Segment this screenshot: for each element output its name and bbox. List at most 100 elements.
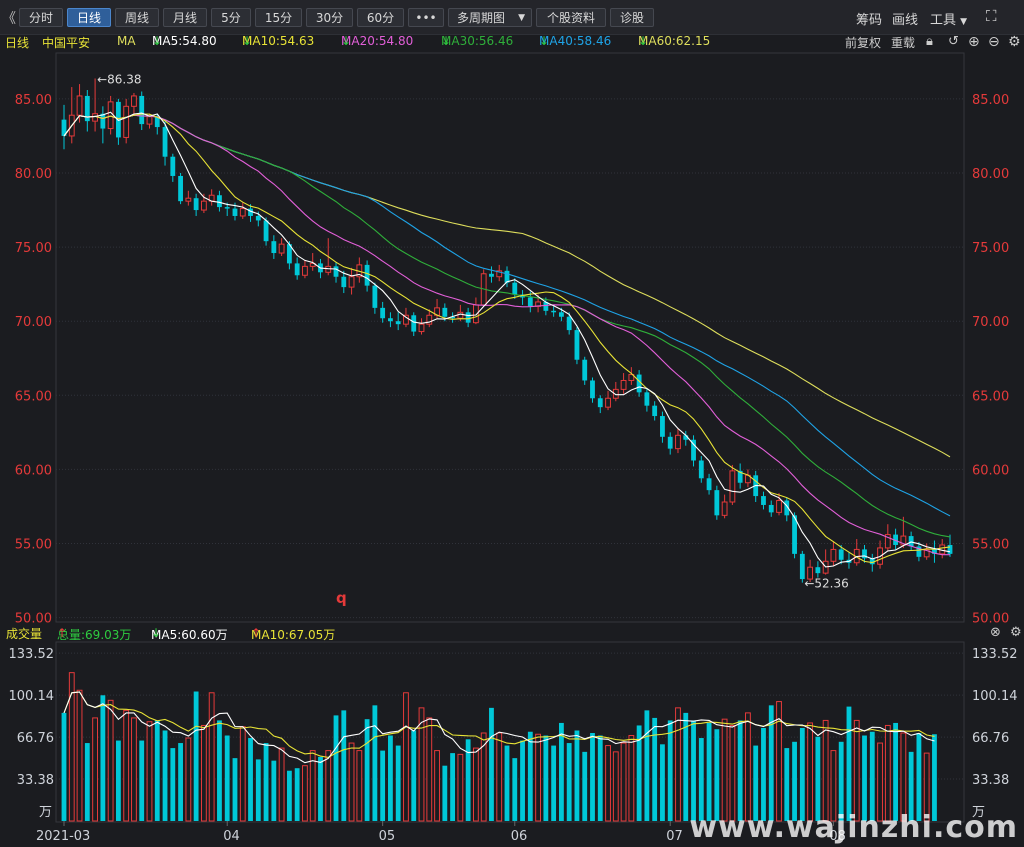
volume-ma5-line (63, 691, 935, 764)
volume-bar (162, 730, 168, 821)
candle-body (193, 198, 199, 211)
candle-body (504, 270, 510, 283)
high-price-label: ←86.38 (97, 72, 141, 86)
volume-bar (900, 732, 907, 822)
caret-down-icon: ▼ (518, 13, 525, 23)
volume-bar (698, 738, 704, 821)
candle-body (465, 312, 471, 323)
volume-bar (489, 707, 494, 821)
period-tab-5min[interactable]: 5分 (211, 8, 251, 27)
candle-body (869, 558, 875, 565)
volume-bar (535, 733, 541, 822)
adjust-price-button[interactable]: 前复权 (845, 36, 882, 50)
volume-bar (154, 720, 160, 821)
period-tab-weekly[interactable]: 周线 (115, 8, 159, 27)
stock-name: 中国平安 (42, 36, 91, 50)
volume-bar (620, 742, 627, 822)
volume-frame (55, 641, 965, 823)
price-chart[interactable]: 85.00 85.00 80.00 80.00 75.00 75.00 70.00 70.00… (0, 50, 1024, 625)
candle-body (667, 436, 673, 449)
candle-body (395, 321, 401, 325)
volume-bar (799, 727, 805, 821)
reload-button[interactable]: 重载 (891, 36, 916, 50)
volume-bar (341, 710, 347, 821)
volume-bar (248, 738, 253, 821)
volume-bar (480, 732, 487, 822)
undo-icon[interactable]: ↺ (948, 34, 959, 49)
watermark: www.wajinzhi.com (689, 810, 1018, 845)
candle-body (660, 416, 665, 437)
candle-body (605, 397, 611, 408)
candle-body (450, 316, 456, 319)
volume-chart[interactable]: 133.52 133.52 100.14 100.14 66.76 66.76 33.38 3… (0, 641, 1024, 847)
volume-bar (76, 689, 83, 822)
y-tick-label-right: 50.00 (972, 612, 1009, 625)
volume-bar (61, 712, 67, 821)
candle-body (675, 434, 681, 450)
volume-bar (450, 753, 456, 821)
volume-y-tick-left: 100.14 (9, 689, 55, 704)
ma20-text: MA20:54.80 (341, 34, 414, 48)
period-tab-60min[interactable]: 60分 (357, 8, 404, 27)
volume-bar (893, 722, 899, 821)
candle-body (107, 101, 114, 130)
candle-body (916, 546, 922, 557)
period-tab-timeshare[interactable]: 分时 (19, 8, 63, 27)
chart-frame (55, 52, 965, 623)
settings-icon[interactable]: ⚙ (1008, 34, 1021, 50)
volume-bar (691, 720, 696, 821)
tools-menu-button[interactable]: 工具 ▼ (930, 9, 967, 28)
candle-body (551, 310, 557, 313)
candle-body (294, 263, 300, 276)
down-arrow-icon: ↓ (242, 34, 253, 48)
candle-body (582, 359, 588, 381)
volume-bar (333, 715, 339, 821)
ma5-text: MA5:54.80 (152, 34, 217, 48)
volume-bar (512, 758, 518, 821)
candle-body (92, 113, 98, 122)
multi-period-dropdown[interactable]: 多周期图 ▼ (448, 8, 532, 27)
more-button[interactable]: ••• (408, 8, 444, 27)
volume-bar (675, 707, 681, 822)
volume-y-tick-left: 33.38 (17, 773, 54, 788)
stock-info-button[interactable]: 个股资料 (536, 8, 606, 27)
volume-bar (286, 770, 292, 821)
diagnose-button[interactable]: 诊股 (610, 8, 654, 27)
y-tick-label-left: 70.00 (15, 315, 52, 330)
candle-body (131, 95, 137, 107)
fullscreen-icon[interactable]: ⛶ (986, 7, 997, 25)
candle-body (908, 536, 914, 547)
down-arrow-icon: ↓ (539, 34, 550, 48)
candle-body (364, 264, 370, 286)
back-arrow-icon[interactable]: 《 (2, 11, 16, 27)
candle-body (947, 544, 953, 554)
event-marker: q (336, 589, 347, 607)
volume-bar (683, 712, 689, 821)
multi-period-label: 多周期图 (457, 11, 506, 25)
chips-button[interactable]: 筹码 (856, 13, 883, 28)
period-tab-30min[interactable]: 30分 (306, 8, 353, 27)
volume-bar (714, 729, 720, 821)
volume-bar (224, 735, 230, 821)
period-tab-daily[interactable]: 日线 (67, 8, 111, 27)
caret-down-icon: ▼ (960, 17, 968, 27)
close-panel-icon[interactable]: ⊗ (990, 625, 1001, 640)
candle-body (721, 501, 728, 516)
candle-body (84, 95, 90, 122)
lock-icon[interactable]: 🔒︎ (926, 34, 933, 49)
volume-bar (612, 751, 619, 822)
volume-bar (457, 753, 464, 822)
period-tab-15min[interactable]: 15分 (255, 8, 302, 27)
settings-icon[interactable]: ⚙ (1010, 625, 1022, 640)
candle-body (807, 566, 814, 580)
ma-label[interactable]: MA (117, 34, 136, 48)
volume-bar (597, 735, 603, 821)
candle-body (512, 282, 518, 295)
period-tab-monthly[interactable]: 月线 (163, 8, 207, 27)
y-tick-label-right: 85.00 (972, 93, 1009, 108)
zoom-out-icon[interactable]: ⊖ (988, 34, 1000, 50)
x-tick-label: 2021-03 (36, 829, 90, 844)
draw-line-button[interactable]: 画线 (892, 13, 919, 28)
zoom-in-icon[interactable]: ⊕ (968, 34, 980, 50)
volume-bar (348, 742, 355, 822)
